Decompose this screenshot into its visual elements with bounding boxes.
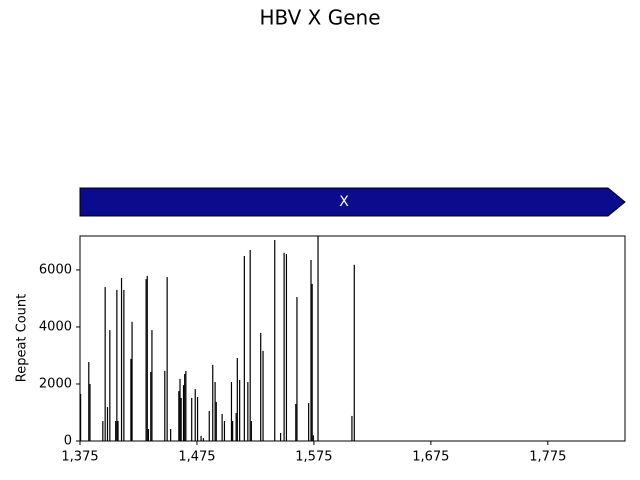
bar [239,379,241,441]
bar [310,259,312,441]
bar [260,332,262,441]
bar [295,403,297,441]
plot-frame [79,235,626,442]
bar [89,383,91,441]
bar [235,413,237,441]
y-axis-label: Repeat Count [15,294,30,383]
bar [215,401,217,441]
bar [194,389,196,441]
bar [262,350,264,441]
bar [150,372,152,441]
gene-label: X [339,194,349,210]
x-tick-label: 1,675 [412,450,449,465]
bar [185,370,187,441]
bar [214,381,216,441]
bar [102,421,104,441]
bar [243,255,245,441]
bar [131,321,133,441]
bar [117,421,119,441]
bar [285,253,288,441]
bar [223,421,226,441]
bar [351,415,353,441]
gene-arrow [79,187,626,217]
x-tick-label: 1,775 [529,450,566,465]
bar [247,381,249,441]
x-tick-label: 1,475 [178,450,215,465]
bar [151,330,153,441]
bar [116,289,118,441]
bar [164,370,166,441]
bar [146,275,148,441]
bar [249,249,251,441]
bar [182,385,185,441]
y-tick-label: 4000 [39,319,72,334]
bar [179,378,181,441]
bar [202,438,205,441]
bar [200,435,202,441]
x-tick-label: 1,375 [61,450,98,465]
bar [250,421,252,441]
chart-title: HBV X Gene [259,6,380,30]
bar [274,239,276,441]
bar [109,330,111,441]
bar [312,435,314,441]
bar [115,421,117,441]
bar [236,358,238,441]
y-tick-label: 2000 [39,376,72,391]
bar [166,277,168,441]
bar [120,277,123,441]
bar [283,252,285,441]
bar [296,297,298,441]
x-tick-label: 1,575 [295,450,332,465]
bar [212,364,214,441]
bar [80,393,82,441]
y-tick-label: 6000 [39,262,72,277]
bar [353,264,355,441]
bar [130,358,132,441]
bars [80,236,355,441]
bar [308,403,310,441]
y-tick-label: 0 [64,434,72,449]
bar [106,407,109,441]
bar [221,413,223,441]
bar [317,236,319,441]
bar [196,397,199,441]
bar [145,279,147,441]
bar [123,289,125,441]
bar [191,397,193,441]
bar [232,421,234,441]
bar [184,373,186,441]
bar [311,283,313,441]
bar [208,411,210,441]
bar [279,433,282,441]
bar [147,429,150,441]
bar [170,429,172,441]
bar [178,391,180,441]
bar [230,381,233,441]
bar [180,397,182,441]
bar [88,362,90,441]
bar [104,287,106,441]
